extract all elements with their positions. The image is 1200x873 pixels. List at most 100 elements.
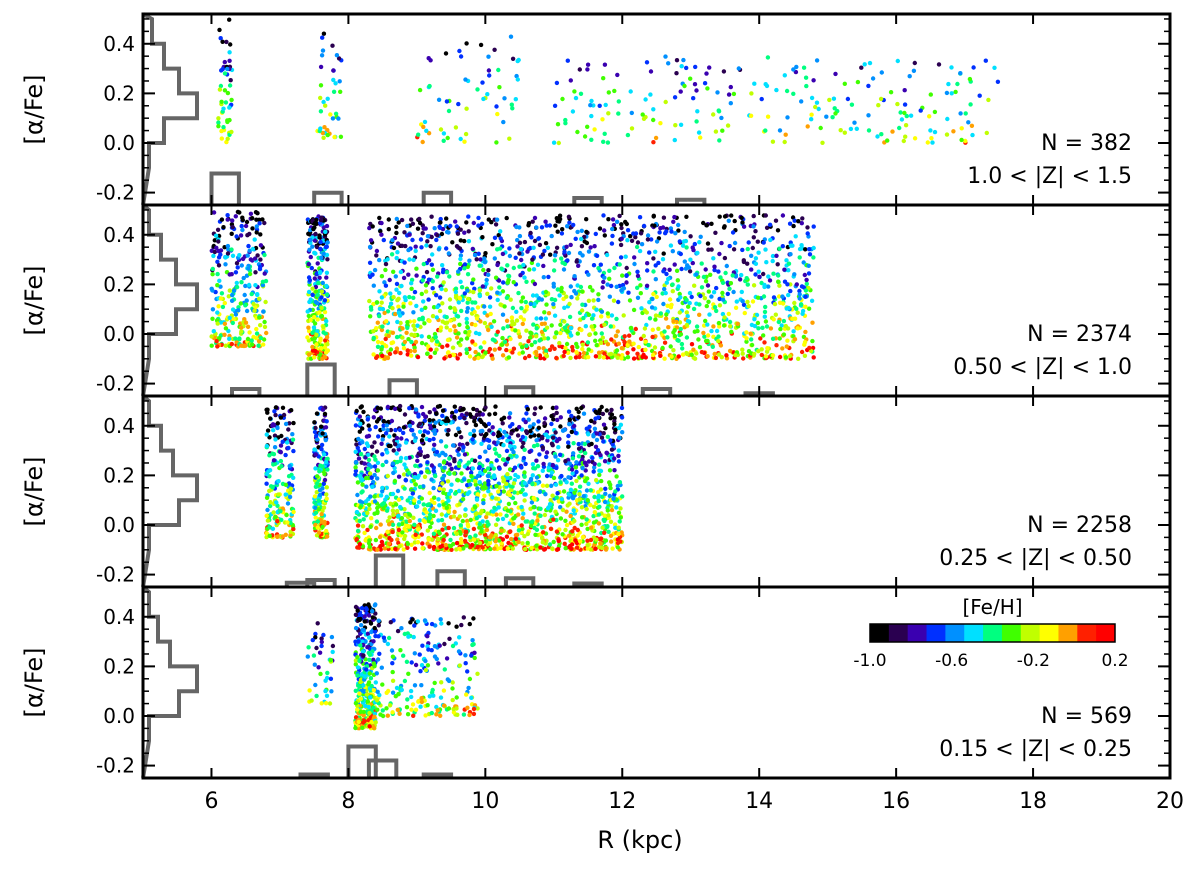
data-point (927, 114, 931, 118)
data-point (379, 347, 383, 351)
data-point (421, 231, 425, 235)
data-point (600, 285, 604, 289)
data-point (457, 489, 461, 493)
data-point (512, 280, 516, 284)
data-point (441, 491, 445, 495)
data-point (221, 125, 225, 129)
data-point (721, 298, 725, 302)
data-point (288, 464, 292, 468)
data-point (736, 322, 740, 326)
data-point (556, 122, 560, 126)
data-point (664, 312, 668, 316)
data-point (494, 451, 498, 455)
data-point (577, 454, 581, 458)
data-point (752, 235, 756, 239)
data-point (569, 78, 573, 82)
data-point (604, 103, 608, 107)
data-point (513, 466, 517, 470)
data-point (788, 252, 792, 256)
data-point (855, 127, 859, 131)
data-point (316, 525, 320, 529)
data-point (378, 535, 382, 539)
data-point (377, 289, 381, 293)
data-point (786, 268, 790, 272)
data-point (562, 489, 566, 493)
data-point (448, 306, 452, 310)
data-point (372, 336, 376, 340)
data-point (709, 329, 713, 333)
data-point (370, 485, 374, 489)
data-point (247, 330, 251, 334)
data-point (729, 85, 733, 89)
data-point (498, 229, 502, 233)
data-point (680, 64, 684, 68)
data-point (324, 245, 328, 249)
data-point (366, 444, 370, 448)
data-point (404, 331, 408, 335)
data-point (592, 520, 596, 524)
data-point (791, 224, 795, 228)
data-point (523, 481, 527, 485)
data-point (586, 340, 590, 344)
data-point (586, 62, 590, 66)
data-point (473, 253, 477, 257)
data-point (651, 269, 655, 273)
data-point (514, 454, 518, 458)
data-point (549, 527, 553, 531)
data-point (385, 423, 389, 427)
data-point (408, 519, 412, 523)
data-point (671, 348, 675, 352)
data-point (437, 503, 441, 507)
data-point (654, 136, 658, 140)
data-point (410, 238, 414, 242)
data-point (421, 299, 425, 303)
data-point (566, 475, 570, 479)
data-point (625, 273, 629, 277)
data-point (572, 274, 576, 278)
data-point (392, 246, 396, 250)
data-point (519, 258, 523, 262)
data-point (271, 485, 275, 489)
data-point (647, 250, 651, 254)
data-point (478, 455, 482, 459)
data-point (215, 283, 219, 287)
data-point (440, 481, 444, 485)
data-point (492, 440, 496, 444)
data-point (448, 328, 452, 332)
data-point (390, 252, 394, 256)
data-point (507, 355, 511, 359)
data-point (756, 349, 760, 353)
data-point (317, 310, 321, 314)
data-point (326, 133, 330, 137)
data-point (404, 478, 408, 482)
data-point (482, 340, 486, 344)
data-point (325, 257, 329, 261)
data-point (308, 318, 312, 322)
data-point (316, 519, 320, 523)
data-point (312, 325, 316, 329)
data-point (557, 341, 561, 345)
data-point (567, 545, 571, 549)
data-point (479, 529, 483, 533)
data-point (752, 82, 756, 86)
data-point (619, 255, 623, 259)
data-point (273, 437, 277, 441)
data-point (540, 525, 544, 529)
data-point (445, 315, 449, 319)
data-point (804, 278, 808, 282)
data-point (371, 352, 375, 356)
data-point (903, 102, 907, 106)
data-point (585, 517, 589, 521)
data-point (727, 219, 731, 223)
data-point (490, 357, 494, 361)
data-point (576, 533, 580, 537)
data-point (320, 443, 324, 447)
data-point (223, 322, 227, 326)
data-point (234, 234, 238, 238)
data-point (358, 505, 362, 509)
data-point (445, 325, 449, 329)
data-point (635, 286, 639, 290)
data-point (677, 354, 681, 358)
data-point (563, 428, 567, 432)
data-point (590, 456, 594, 460)
